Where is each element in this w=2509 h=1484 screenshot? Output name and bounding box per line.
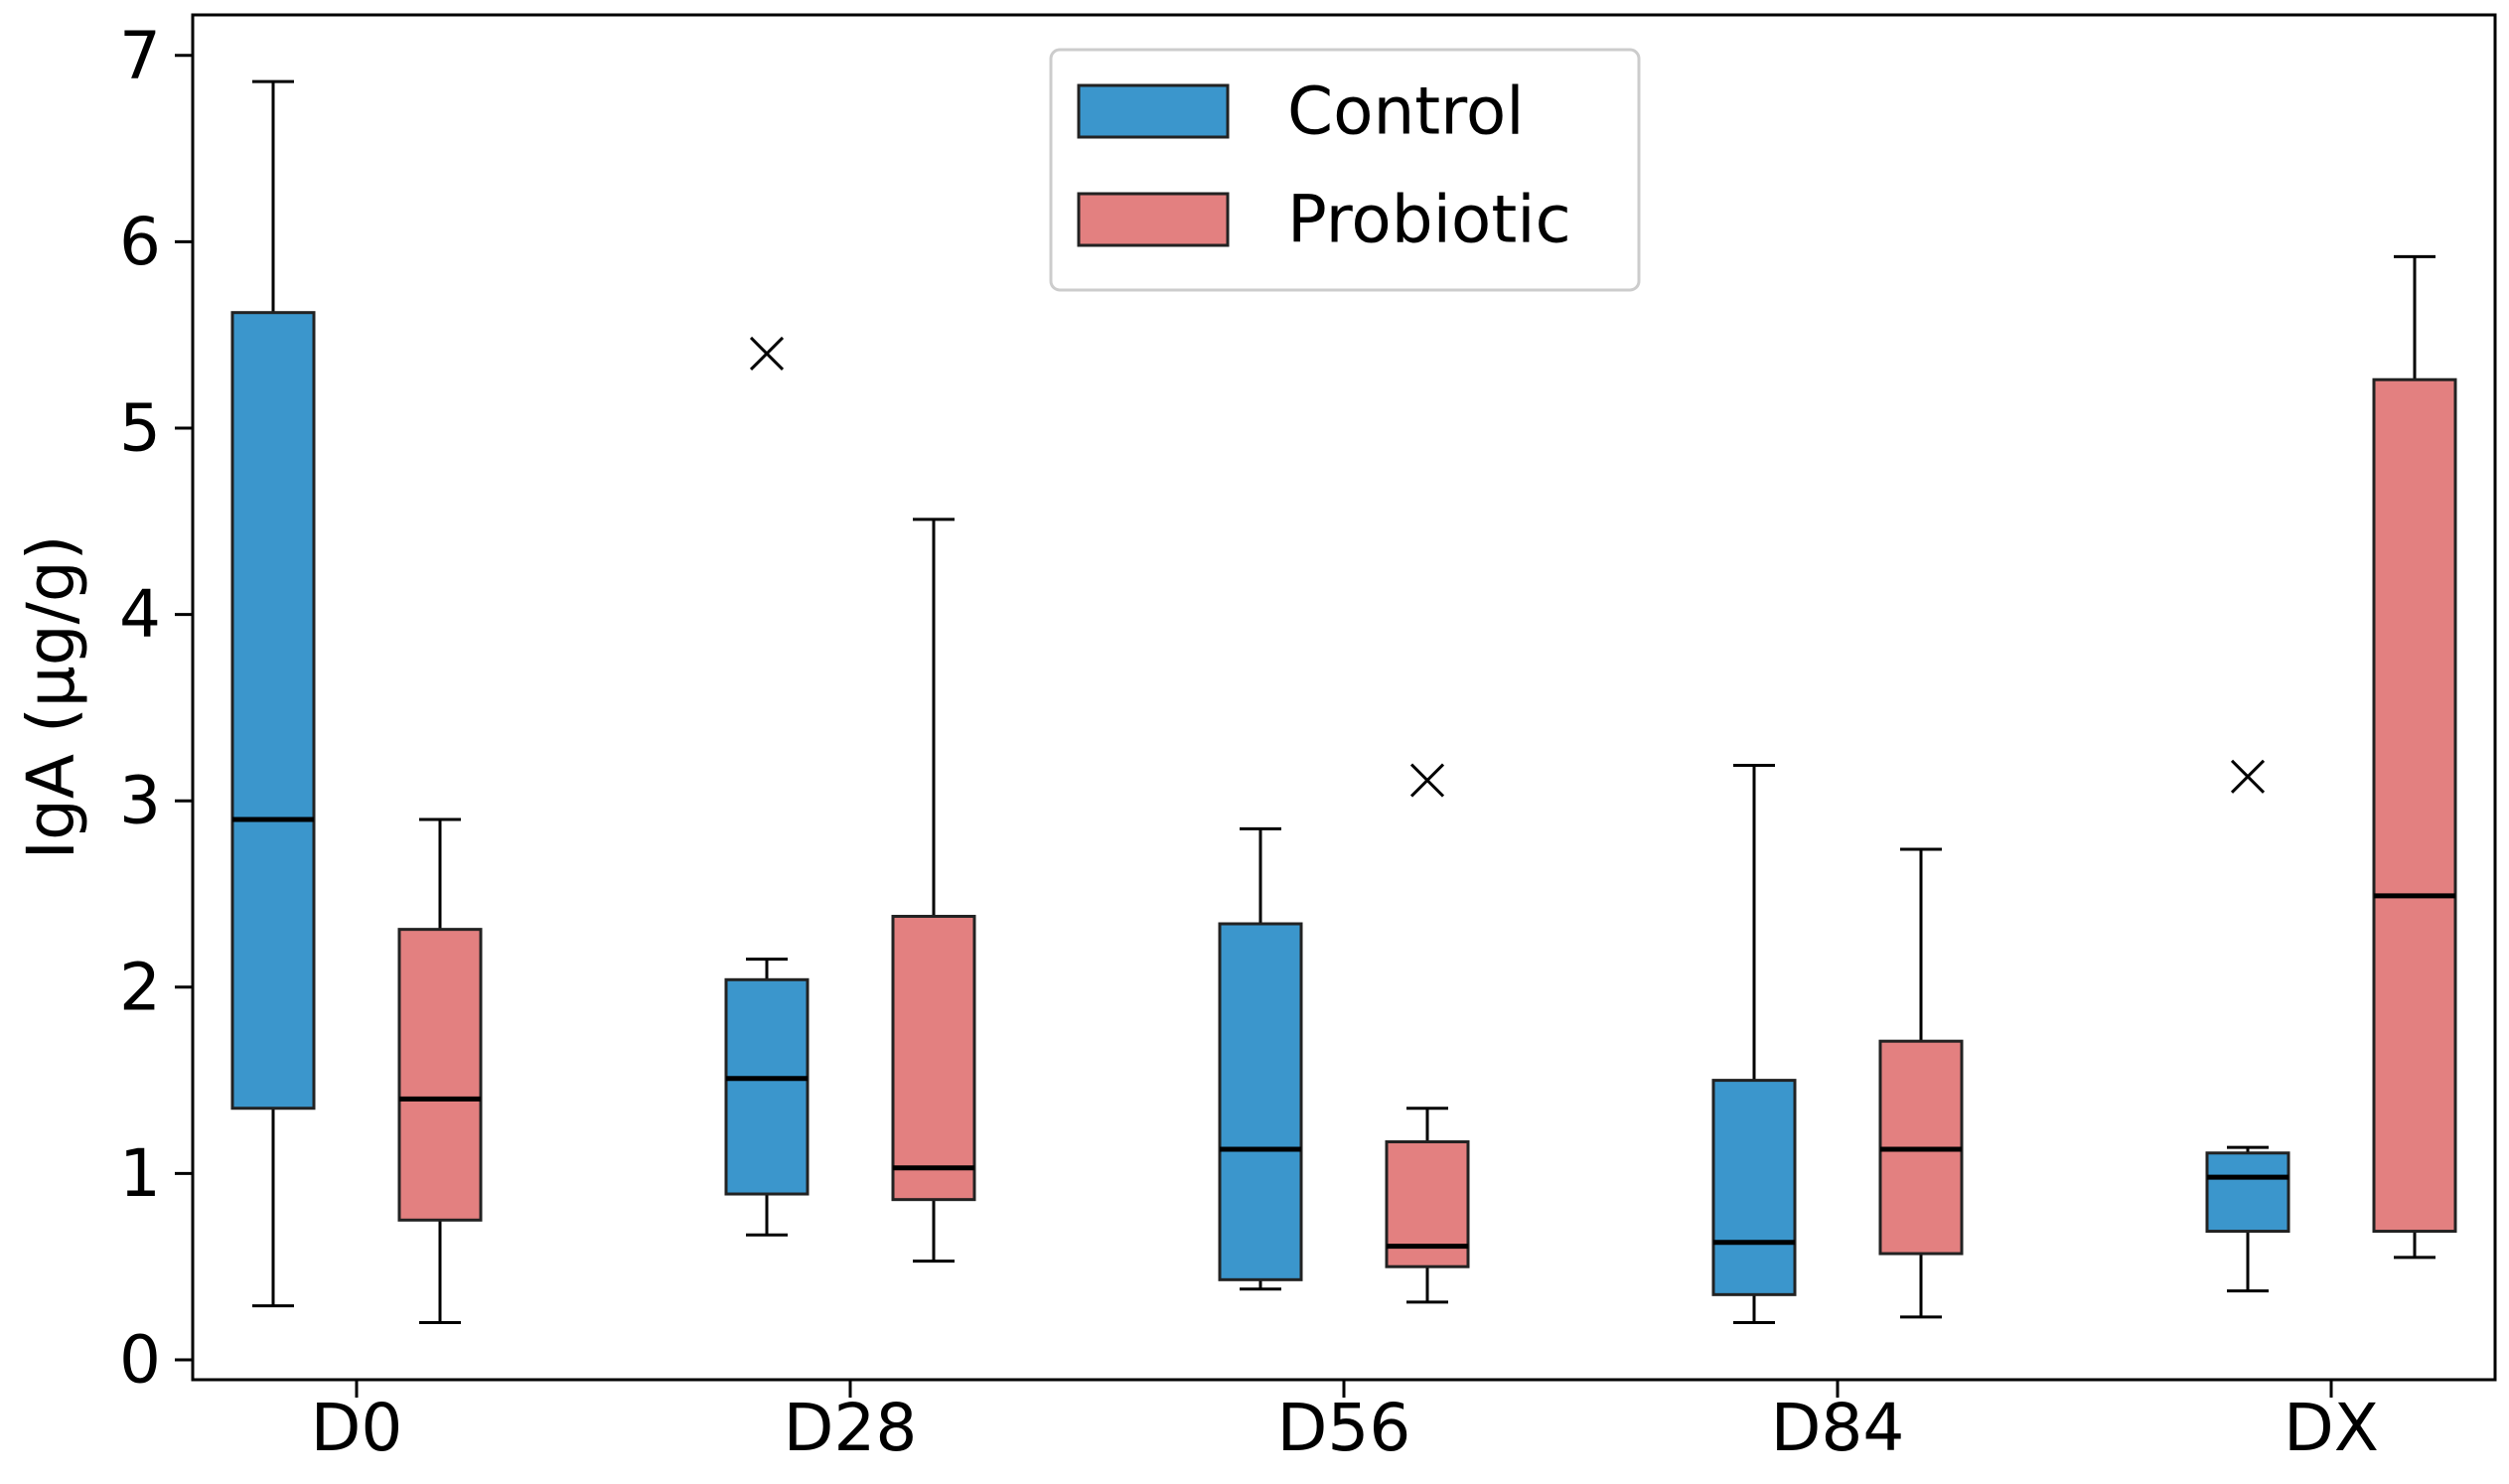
box-group-probiotic-d56	[1385, 763, 1470, 1304]
legend-label-probiotic: Probiotic	[1287, 182, 1571, 258]
box-iqr	[1711, 1079, 1797, 1296]
y-tick-label: 3	[119, 763, 161, 839]
y-axis: 0 1 2 3 4 5 6 7	[119, 17, 193, 1399]
box-group-control-dx	[2205, 759, 2290, 1293]
box-group-control-d28	[724, 336, 810, 1237]
legend-swatch-control	[1077, 83, 1230, 139]
outlier-marker	[749, 336, 785, 371]
outlier-stroke	[2230, 759, 2266, 794]
y-tick-label: 2	[119, 949, 161, 1025]
box-group-control-d56	[1218, 826, 1303, 1291]
box-iqr	[724, 977, 810, 1196]
x-tick-label: D0	[311, 1390, 403, 1466]
box-group-control-d84	[1711, 764, 1797, 1324]
outlier-marker	[2230, 759, 2266, 794]
outlier-stroke	[749, 336, 785, 371]
outlier-stroke	[1409, 763, 1445, 798]
y-tick-label: 6	[119, 204, 161, 280]
legend-swatch-probiotic	[1077, 192, 1230, 247]
x-tick-label: DX	[2284, 1390, 2379, 1466]
box-group-probiotic-d84	[1878, 847, 1964, 1319]
box-group-probiotic-d0	[397, 817, 483, 1324]
legend: Control Probiotic	[1049, 48, 1641, 292]
y-tick-label: 7	[119, 17, 161, 93]
boxes-layer	[230, 79, 2457, 1324]
box-iqr	[2205, 1151, 2290, 1234]
box-group-probiotic-d28	[891, 518, 976, 1263]
x-tick-label: D84	[1771, 1390, 1905, 1466]
y-tick-label: 1	[119, 1135, 161, 1212]
x-axis: D0 D28 D56 D84 DX	[311, 1380, 2379, 1466]
y-tick-label: 5	[119, 390, 161, 467]
y-axis-title: IgA (μg/g)	[13, 534, 89, 859]
box-group-probiotic-dx	[2372, 254, 2457, 1260]
box-iqr	[397, 928, 483, 1222]
y-tick-label: 4	[119, 576, 161, 653]
box-iqr	[891, 915, 976, 1202]
outlier-marker	[1409, 763, 1445, 798]
box-iqr	[1218, 922, 1303, 1281]
box-group-control-d0	[230, 79, 316, 1308]
box-iqr	[230, 311, 316, 1111]
x-tick-label: D56	[1277, 1390, 1411, 1466]
x-tick-label: D28	[784, 1390, 918, 1466]
box-iqr	[2372, 377, 2457, 1234]
legend-label-control: Control	[1287, 74, 1525, 150]
y-tick-label: 0	[119, 1322, 161, 1399]
